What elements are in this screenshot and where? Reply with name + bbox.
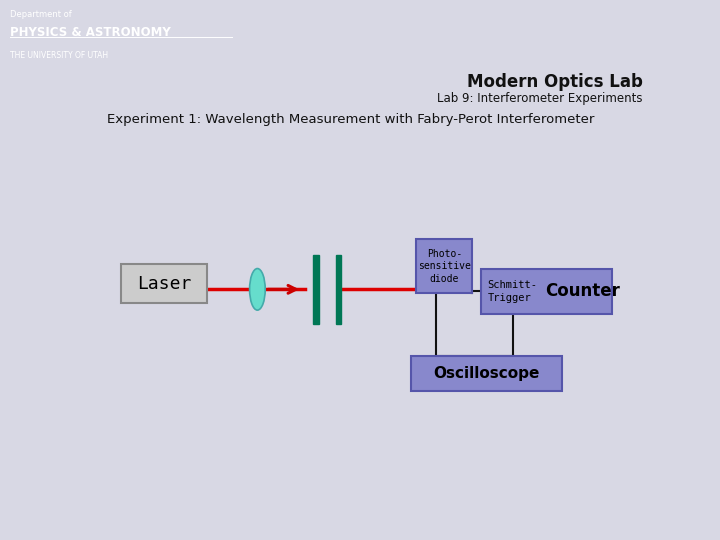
Bar (481, 268, 612, 314)
Text: Photo-
sensitive
diode: Photo- sensitive diode (418, 248, 471, 284)
Bar (416, 239, 472, 294)
Text: Oscilloscope: Oscilloscope (433, 366, 539, 381)
Text: Department of: Department of (9, 10, 71, 19)
Text: PHYSICS & ASTRONOMY: PHYSICS & ASTRONOMY (9, 26, 171, 39)
Text: Modern Optics Lab: Modern Optics Lab (467, 73, 642, 91)
Ellipse shape (250, 268, 265, 310)
Text: Counter: Counter (545, 282, 620, 300)
Bar (336, 255, 341, 323)
Text: Lab 9: Interferometer Experiments: Lab 9: Interferometer Experiments (437, 92, 642, 105)
Text: Experiment 1: Wavelength Measurement with Fabry-Perot Interferometer: Experiment 1: Wavelength Measurement wit… (107, 113, 594, 126)
Bar (411, 356, 562, 391)
Bar (121, 265, 207, 302)
Bar (313, 255, 319, 323)
Text: Laser: Laser (137, 274, 191, 293)
Text: THE UNIVERSITY OF UTAH: THE UNIVERSITY OF UTAH (9, 51, 108, 60)
Text: Schmitt-
Trigger: Schmitt- Trigger (487, 280, 537, 302)
